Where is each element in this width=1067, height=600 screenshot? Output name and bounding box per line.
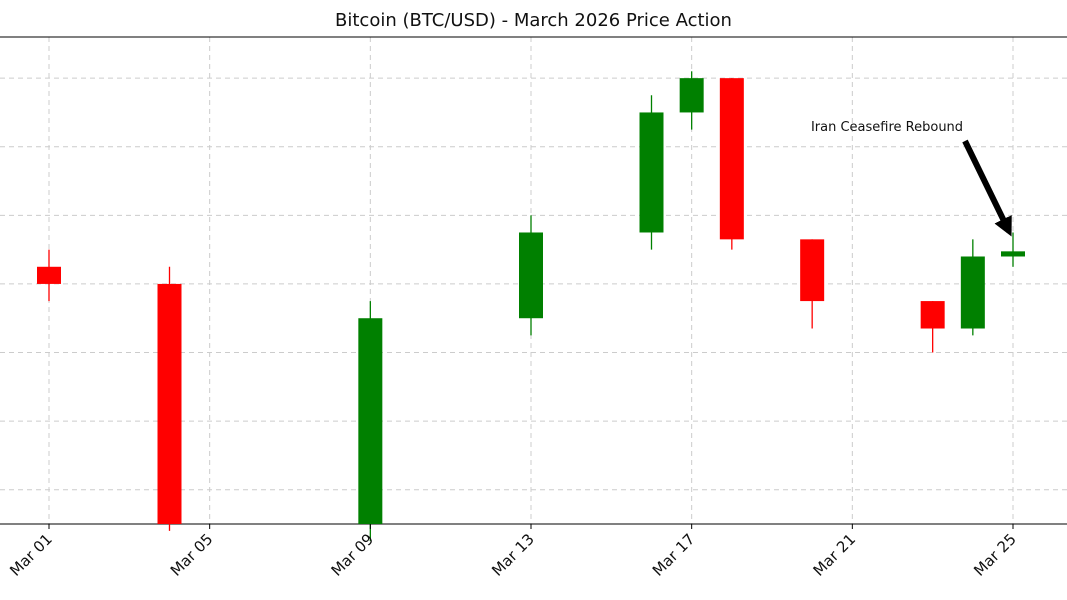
candle-body <box>1001 251 1025 257</box>
x-tick-label: Mar 01 <box>6 530 56 580</box>
candle-body <box>719 78 744 240</box>
candle-body <box>358 318 383 524</box>
candle-body <box>639 112 664 233</box>
x-tick-label: Mar 21 <box>810 530 860 580</box>
candle-body <box>157 283 182 524</box>
candle-body <box>519 232 543 319</box>
candle <box>679 71 704 130</box>
candle <box>800 239 825 329</box>
x-tick-label: Mar 25 <box>970 530 1020 580</box>
candle <box>920 301 945 353</box>
chart-title: Bitcoin (BTC/USD) - March 2026 Price Act… <box>335 10 732 31</box>
candle <box>719 78 744 250</box>
candle <box>1001 232 1025 267</box>
x-tick-label: Mar 17 <box>649 530 699 580</box>
annotation-label: Iran Ceasefire Rebound <box>811 120 963 135</box>
candle <box>639 95 664 250</box>
candle <box>37 249 61 302</box>
candle <box>157 266 182 531</box>
x-tick-label: Mar 13 <box>488 530 538 580</box>
x-tick-label: Mar 09 <box>328 530 378 580</box>
candle-body <box>920 301 945 329</box>
candle <box>519 215 543 336</box>
annotation-arrow <box>962 139 1012 237</box>
annotation-layer: Iran Ceasefire Rebound <box>811 120 1012 237</box>
x-axis-ticks: Mar 01 Mar 05 Mar 09 Mar 13 Mar 17 Mar 21 Mar … <box>6 524 1020 580</box>
candle-body <box>37 266 61 284</box>
x-tick-label: Mar 05 <box>167 530 217 580</box>
candle <box>960 239 985 336</box>
candle-body <box>679 78 704 113</box>
candle-body <box>800 239 825 302</box>
candle-body <box>960 256 985 329</box>
candles-layer <box>37 71 1025 542</box>
candle <box>358 301 383 542</box>
